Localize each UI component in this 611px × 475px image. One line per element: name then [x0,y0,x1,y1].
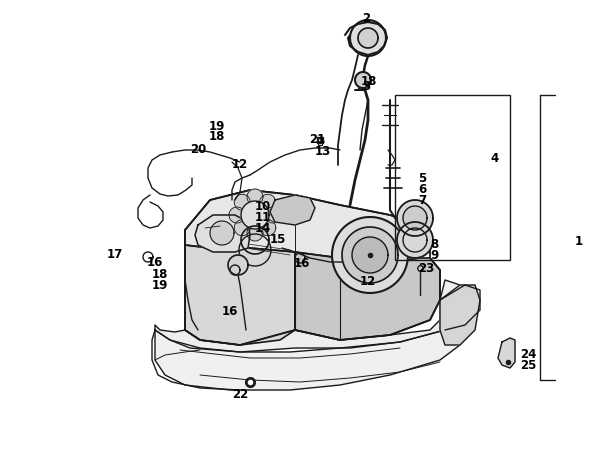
Text: 16: 16 [147,256,163,269]
Text: 10: 10 [255,200,271,213]
Text: 23: 23 [418,262,434,275]
Text: 13: 13 [315,145,331,158]
Polygon shape [265,207,281,223]
Polygon shape [403,206,427,230]
Text: 18: 18 [361,75,378,88]
Text: 8: 8 [430,238,438,251]
Bar [395,95,510,260]
Polygon shape [260,194,276,210]
Text: 7: 7 [418,194,426,207]
Text: 22: 22 [232,388,248,401]
Polygon shape [155,318,465,390]
Text: 21: 21 [309,133,325,146]
Polygon shape [210,221,234,245]
Polygon shape [195,215,250,252]
Polygon shape [440,285,480,345]
Polygon shape [397,222,433,258]
Polygon shape [247,189,263,205]
Polygon shape [295,252,440,340]
Polygon shape [185,230,295,345]
Text: 1: 1 [575,235,583,248]
Text: 9: 9 [430,249,438,262]
Text: 12: 12 [232,158,248,171]
Text: 4: 4 [490,152,498,165]
Text: 20: 20 [190,143,207,156]
Text: 14: 14 [255,222,271,235]
Polygon shape [270,195,315,225]
Text: 15: 15 [270,233,287,246]
Polygon shape [350,20,386,56]
Text: 17: 17 [107,248,123,261]
Text: 16: 16 [222,305,238,318]
Text: 18: 18 [209,130,225,143]
Polygon shape [342,227,398,283]
Polygon shape [397,200,433,236]
Polygon shape [185,190,430,262]
Text: 24: 24 [520,348,536,361]
Polygon shape [355,72,371,88]
Text: 16: 16 [294,257,310,270]
Text: 3: 3 [362,80,370,93]
Text: 12: 12 [360,275,376,288]
Polygon shape [260,220,276,236]
Text: 19: 19 [152,279,169,292]
Text: 2: 2 [362,12,370,25]
Text: 19: 19 [209,120,225,133]
Text: 6: 6 [418,183,426,196]
Text: 5: 5 [418,172,426,185]
Text: 11: 11 [255,211,271,224]
Polygon shape [241,201,269,229]
Polygon shape [234,194,251,210]
Polygon shape [229,207,245,223]
Polygon shape [155,280,465,352]
Text: 18: 18 [152,268,169,281]
Polygon shape [228,255,248,275]
Polygon shape [332,217,408,293]
Polygon shape [352,237,388,273]
Polygon shape [498,338,515,368]
Polygon shape [234,220,251,236]
Polygon shape [247,225,263,241]
Text: 25: 25 [520,359,536,372]
Polygon shape [358,28,378,48]
